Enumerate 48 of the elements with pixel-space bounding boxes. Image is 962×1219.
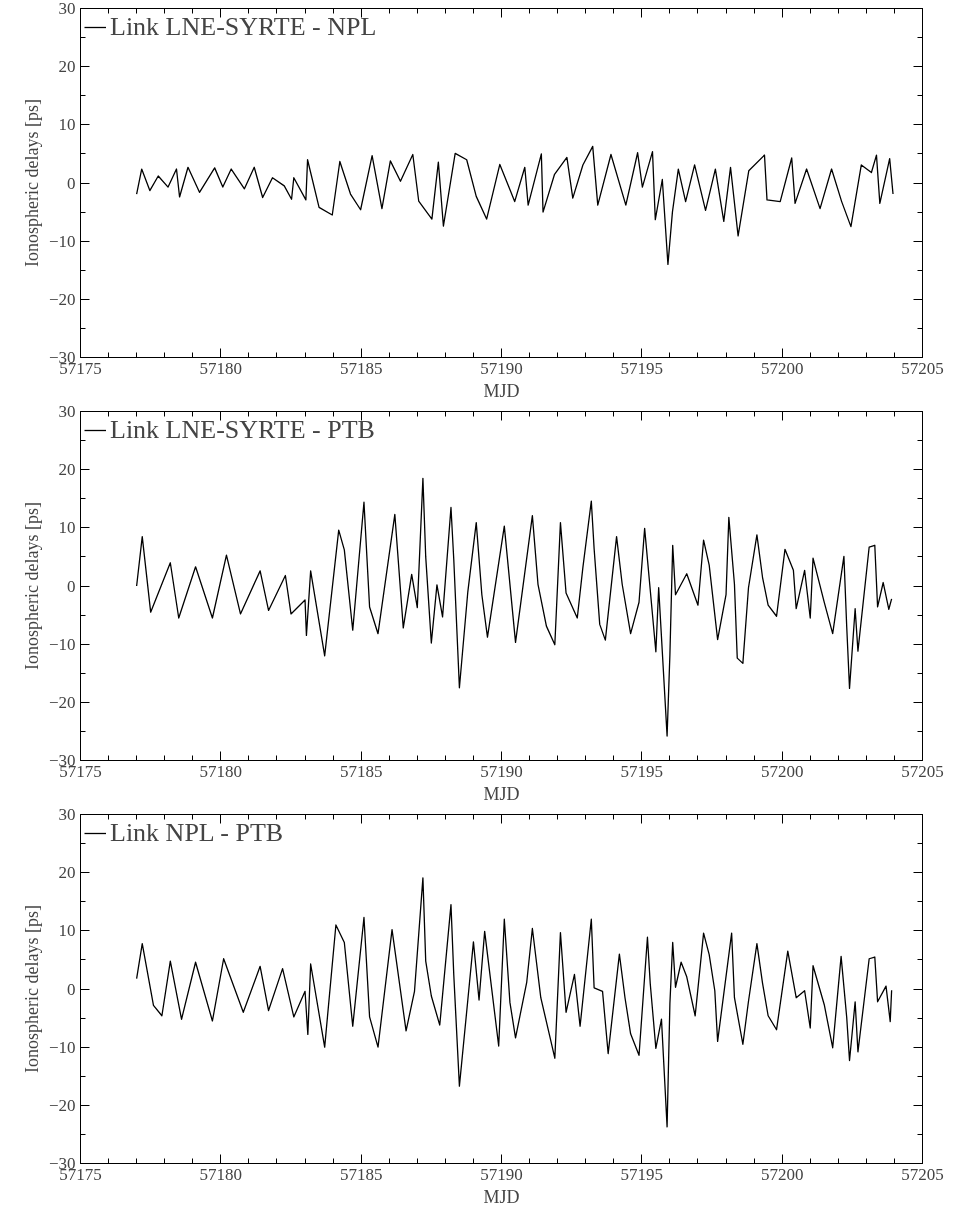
x-axis-title: MJD — [483, 380, 520, 401]
x-tick-label: 57180 — [199, 761, 243, 781]
y-tick-label: −20 — [48, 692, 76, 712]
x-axis-title: MJD — [483, 783, 520, 804]
x-tick-label: 57185 — [339, 761, 383, 781]
y-tick-label: 20 — [58, 460, 76, 480]
y-tick-label: −20 — [48, 1095, 76, 1115]
x-tick-label: 57190 — [480, 1164, 523, 1184]
x-tick-label: 57190 — [480, 358, 523, 378]
legend-label: Link LNE-SYRTE - NPL — [110, 12, 377, 42]
y-axis-title: Ionospheric delays [ps] — [21, 99, 42, 267]
line-series — [135, 477, 893, 737]
legend-label: Link NPL - PTB — [110, 818, 284, 848]
y-tick-label: 30 — [58, 402, 76, 421]
y-tick-label: 0 — [67, 979, 76, 999]
legend-label: Link LNE-SYRTE - PTB — [110, 415, 375, 445]
y-axis-title: Ionospheric delays [ps] — [21, 905, 42, 1073]
x-tick-label: 57185 — [339, 1164, 383, 1184]
y-tick-label: 0 — [67, 173, 76, 193]
x-tick-label: 57200 — [760, 1164, 804, 1184]
x-tick-label: 57200 — [760, 358, 804, 378]
y-tick-label: −20 — [48, 289, 76, 309]
x-tick-label: 57190 — [480, 761, 523, 781]
y-tick-label: 30 — [58, 805, 76, 824]
y-tick-label: 20 — [58, 57, 76, 77]
x-tick-label: 57205 — [901, 761, 944, 781]
x-tick-label: 57205 — [901, 1164, 944, 1184]
y-tick-label: 10 — [58, 518, 76, 538]
x-tick-label: 57185 — [339, 358, 383, 378]
y-tick-label: −10 — [48, 231, 76, 251]
y-tick-label: 20 — [58, 863, 76, 883]
x-tick-label: 57195 — [620, 761, 664, 781]
line-series — [135, 877, 893, 1128]
x-tick-label: 57180 — [199, 358, 243, 378]
x-axis-title: MJD — [483, 1186, 520, 1207]
y-tick-label: −10 — [48, 1037, 76, 1057]
x-tick-label: 57205 — [901, 358, 944, 378]
line-series — [135, 145, 894, 266]
y-tick-label: 10 — [58, 115, 76, 135]
y-tick-label: 0 — [67, 576, 76, 596]
x-tick-label: 57180 — [199, 1164, 243, 1184]
y-tick-label: 10 — [58, 921, 76, 941]
y-tick-label: 30 — [58, 0, 76, 18]
y-axis-title: Ionospheric delays [ps] — [21, 502, 42, 670]
x-tick-label: 57195 — [620, 358, 664, 378]
x-tick-label: 57195 — [620, 1164, 664, 1184]
x-tick-label: 57200 — [760, 761, 804, 781]
y-tick-label: −10 — [48, 634, 76, 654]
